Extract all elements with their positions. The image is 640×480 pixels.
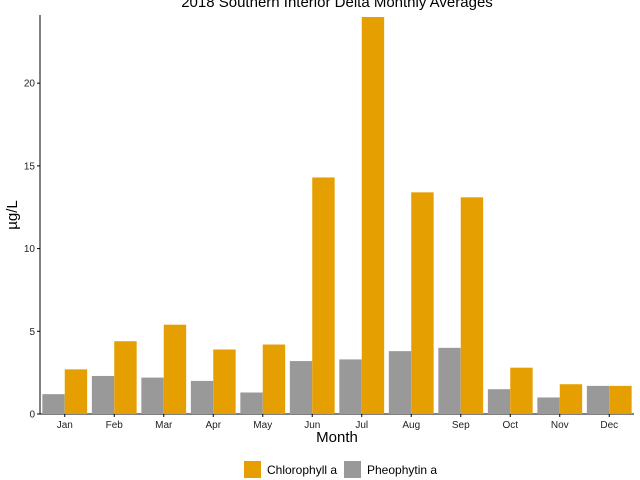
x-tick-label: Nov: [551, 420, 569, 431]
x-axis-title: Month: [316, 429, 358, 446]
bar-chlorophyll-a-may: [262, 344, 286, 414]
bar-pheophytin-a-oct: [487, 389, 511, 414]
bar-chlorophyll-a-apr: [213, 349, 236, 414]
bar-chlorophyll-a-feb: [114, 341, 137, 414]
bar-chlorophyll-a-aug: [411, 192, 434, 414]
bar-chlorophyll-a-nov: [559, 384, 583, 414]
bar-pheophytin-a-nov: [537, 397, 560, 414]
legend-swatch-pheophytin-a: [344, 461, 361, 478]
y-axis-title: µg/L: [4, 200, 21, 230]
bar-chlorophyll-a-sep: [460, 197, 484, 414]
y-tick-label: 10: [24, 244, 36, 255]
x-tick-label: Jun: [304, 420, 320, 431]
x-tick-label: Sep: [452, 420, 470, 431]
bar-chlorophyll-a-jul: [361, 17, 385, 414]
legend-label: Pheophytin a: [367, 463, 437, 477]
bar-pheophytin-a-sep: [438, 347, 461, 414]
legend: Chlorophyll a Pheophytin a: [244, 461, 437, 478]
bar-chlorophyll-a-oct: [510, 367, 533, 414]
bar-chlorophyll-a-jun: [312, 177, 335, 414]
bar-pheophytin-a-apr: [190, 380, 214, 414]
bar-pheophytin-a-jun: [289, 361, 313, 414]
bar-pheophytin-a-jan: [42, 394, 65, 414]
x-tick-label: Apr: [205, 420, 221, 431]
bar-pheophytin-a-may: [240, 392, 263, 414]
x-tick-label: Oct: [502, 420, 518, 431]
y-tick-label: 20: [24, 79, 36, 90]
bar-pheophytin-a-feb: [91, 375, 115, 414]
legend-label: Chlorophyll a: [267, 463, 337, 477]
x-tick-label: Feb: [106, 420, 124, 431]
bar-chlorophyll-a-jan: [64, 369, 88, 414]
bar-pheophytin-a-aug: [388, 351, 412, 414]
bar-chlorophyll-a-dec: [609, 385, 632, 414]
bar-pheophytin-a-mar: [141, 377, 164, 414]
x-tick-label: Jul: [355, 420, 368, 431]
x-tick-label: Dec: [600, 420, 618, 431]
bar-pheophytin-a-dec: [586, 385, 610, 414]
bar-pheophytin-a-jul: [339, 359, 362, 414]
x-tick-label: Aug: [402, 420, 420, 431]
x-tick-label: May: [253, 420, 272, 431]
y-axis: 0 5 10 15 20: [24, 15, 41, 421]
y-tick-label: 0: [29, 410, 35, 421]
chart-title: 2018 Southern Interior Delta Monthly Ave…: [181, 0, 493, 11]
y-tick-label: 5: [29, 327, 35, 338]
bar-chlorophyll-a-mar: [163, 324, 187, 414]
legend-swatch-chlorophyll-a: [244, 461, 261, 478]
x-tick-label: Mar: [155, 420, 173, 431]
x-tick-label: Jan: [57, 420, 73, 431]
y-tick-label: 15: [24, 161, 36, 172]
x-axis: Jan Feb Mar Apr May Jun Jul Aug Sep Oct Nov Dec: [40, 413, 634, 431]
bars: [42, 17, 632, 414]
